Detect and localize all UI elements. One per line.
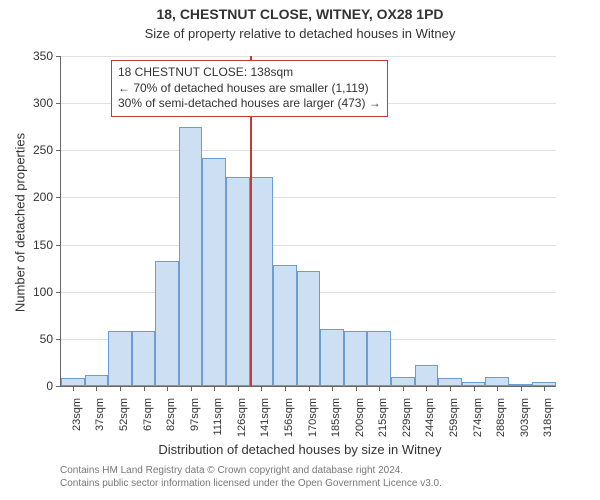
- y-tick-label: 300: [33, 96, 53, 110]
- x-tick-label: 200sqm: [354, 398, 366, 437]
- x-tick-label: 126sqm: [236, 398, 248, 437]
- y-tick: [56, 245, 61, 246]
- x-tick: [403, 386, 404, 391]
- histogram-bar: [61, 378, 85, 386]
- chart-container: 18, CHESTNUT CLOSE, WITNEY, OX28 1PD Siz…: [0, 0, 600, 500]
- y-tick: [56, 150, 61, 151]
- y-tick: [56, 339, 61, 340]
- x-tick-label: 23sqm: [71, 398, 83, 431]
- x-tick-label: 259sqm: [448, 398, 460, 437]
- annotation-line: ← 70% of detached houses are smaller (1,…: [118, 81, 381, 97]
- x-tick-label: 111sqm: [212, 398, 224, 436]
- x-tick: [214, 386, 215, 391]
- attribution-line: Contains public sector information licen…: [60, 478, 442, 491]
- plot-area: 05010015020025030035023sqm37sqm52sqm67sq…: [60, 56, 556, 387]
- histogram-bar: [391, 377, 415, 386]
- y-tick: [56, 386, 61, 387]
- histogram-bar: [85, 375, 109, 386]
- annotation-box: 18 CHESTNUT CLOSE: 138sqm← 70% of detach…: [111, 60, 388, 117]
- x-tick: [544, 386, 545, 391]
- x-tick: [474, 386, 475, 391]
- histogram-bar: [438, 378, 462, 386]
- histogram-bar: [179, 127, 203, 386]
- histogram-bar: [226, 177, 250, 386]
- grid-line: [61, 150, 556, 151]
- histogram-bar: [250, 177, 274, 386]
- y-tick: [56, 292, 61, 293]
- x-axis-label: Distribution of detached houses by size …: [0, 442, 600, 457]
- y-tick: [56, 56, 61, 57]
- x-tick: [379, 386, 380, 391]
- x-tick: [497, 386, 498, 391]
- x-tick: [309, 386, 310, 391]
- x-tick: [332, 386, 333, 391]
- histogram-bar: [415, 365, 439, 386]
- x-tick-label: 141sqm: [259, 398, 271, 437]
- x-tick-label: 170sqm: [307, 398, 319, 437]
- x-tick-label: 244sqm: [424, 398, 436, 437]
- histogram-bar: [367, 331, 391, 386]
- grid-line: [61, 56, 556, 57]
- annotation-line: 18 CHESTNUT CLOSE: 138sqm: [118, 65, 381, 81]
- histogram-bar: [273, 265, 297, 386]
- x-tick: [356, 386, 357, 391]
- grid-line: [61, 245, 556, 246]
- y-tick-label: 150: [33, 238, 53, 252]
- x-tick-label: 37sqm: [94, 398, 106, 431]
- histogram-bar: [202, 158, 226, 386]
- histogram-bar: [320, 329, 344, 386]
- x-tick: [450, 386, 451, 391]
- x-tick-label: 274sqm: [472, 398, 484, 437]
- y-axis-label: Number of detached properties: [13, 123, 28, 323]
- y-tick: [56, 197, 61, 198]
- x-tick-label: 52sqm: [118, 398, 130, 431]
- x-tick-label: 97sqm: [189, 398, 201, 431]
- histogram-bar: [485, 377, 509, 386]
- x-tick-label: 288sqm: [495, 398, 507, 437]
- x-tick-label: 156sqm: [283, 398, 295, 437]
- x-tick: [120, 386, 121, 391]
- x-tick-label: 318sqm: [542, 398, 554, 437]
- attribution: Contains HM Land Registry data © Crown c…: [60, 465, 442, 490]
- x-tick-label: 185sqm: [330, 398, 342, 437]
- attribution-line: Contains HM Land Registry data © Crown c…: [60, 465, 442, 478]
- x-tick: [96, 386, 97, 391]
- x-tick: [144, 386, 145, 391]
- grid-line: [61, 197, 556, 198]
- x-tick-label: 215sqm: [377, 398, 389, 437]
- y-tick-label: 200: [33, 190, 53, 204]
- histogram-bar: [132, 331, 156, 386]
- histogram-bar: [155, 261, 179, 386]
- x-tick: [167, 386, 168, 391]
- histogram-bar: [108, 331, 132, 386]
- histogram-bar: [297, 271, 321, 386]
- y-tick-label: 50: [40, 332, 53, 346]
- x-tick: [521, 386, 522, 391]
- x-tick: [238, 386, 239, 391]
- page-subtitle: Size of property relative to detached ho…: [0, 26, 600, 41]
- x-tick: [73, 386, 74, 391]
- x-tick: [426, 386, 427, 391]
- y-tick-label: 100: [33, 285, 53, 299]
- y-tick-label: 350: [33, 49, 53, 63]
- x-tick-label: 67sqm: [142, 398, 154, 431]
- x-tick: [191, 386, 192, 391]
- x-tick-label: 82sqm: [165, 398, 177, 431]
- histogram-bar: [344, 331, 368, 386]
- x-tick-label: 303sqm: [519, 398, 531, 437]
- annotation-line: 30% of semi-detached houses are larger (…: [118, 96, 381, 112]
- page-title: 18, CHESTNUT CLOSE, WITNEY, OX28 1PD: [0, 6, 600, 22]
- y-tick-label: 0: [46, 379, 53, 393]
- x-tick-label: 229sqm: [401, 398, 413, 437]
- x-tick: [285, 386, 286, 391]
- x-tick: [261, 386, 262, 391]
- y-tick: [56, 103, 61, 104]
- y-tick-label: 250: [33, 143, 53, 157]
